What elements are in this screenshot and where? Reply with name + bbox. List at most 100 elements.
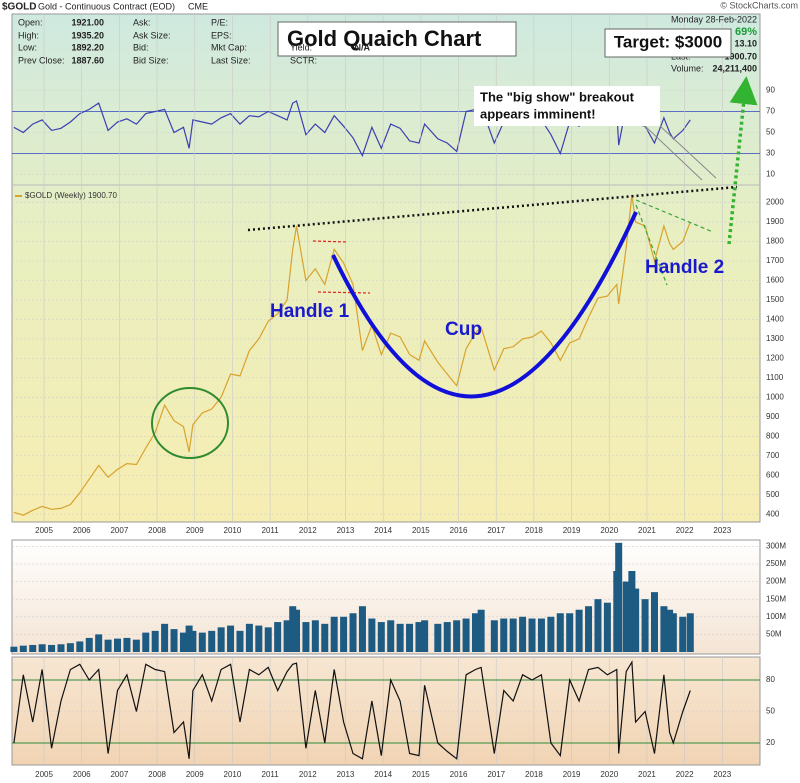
volume-bar <box>443 622 451 652</box>
callout-pointer <box>644 125 703 181</box>
handle-line <box>317 291 371 294</box>
x-tick-label: 2019 <box>563 526 581 535</box>
x-tick-label: 2008 <box>148 526 166 535</box>
x-tick-label: 2006 <box>73 526 91 535</box>
y-tick-label: 1500 <box>766 295 784 304</box>
x-tick-label: 2016 <box>450 526 468 535</box>
y-tick-label: 90 <box>766 86 775 95</box>
quote-label: SCTR: <box>290 55 317 65</box>
volume-bar <box>628 570 636 652</box>
volume-bar <box>585 606 593 652</box>
volume-bar <box>185 625 193 652</box>
volume-bar <box>19 645 27 652</box>
volume-bar <box>666 609 674 652</box>
y-tick-label: 20 <box>766 738 775 747</box>
quote-label: Mkt Cap: <box>211 42 247 52</box>
y-tick-label: 10 <box>766 170 775 179</box>
annotation: Handle 1 <box>270 301 350 322</box>
y-tick-label: 1800 <box>766 237 784 246</box>
volume-bar <box>198 632 206 652</box>
volume-bar <box>255 625 263 652</box>
y-tick-label: 1200 <box>766 354 784 363</box>
volume-bar <box>217 627 225 652</box>
x-tick-label: 2022 <box>676 526 694 535</box>
y-tick-label: 800 <box>766 431 780 440</box>
volume-bar <box>594 599 602 652</box>
volume-bar <box>330 616 338 652</box>
volume-bar <box>48 644 56 652</box>
chart-title: Gold Quaich Chart <box>287 26 482 51</box>
target-arrow <box>727 76 758 245</box>
volume-bar <box>421 620 429 652</box>
volume-bar <box>311 620 319 652</box>
volume-bar <box>509 618 517 652</box>
y-tick-label: 100M <box>766 612 786 621</box>
target-box <box>604 28 732 58</box>
x-tick-label: 2013 <box>337 770 355 779</box>
quote-label: Bid Size: <box>133 55 169 65</box>
quote-label: P/E: <box>211 17 228 27</box>
volume-bar <box>189 630 197 652</box>
volume-bar <box>615 542 623 652</box>
volume-bar <box>274 622 282 652</box>
symbol: $GOLD <box>2 2 36 13</box>
y-tick-label: 400 <box>766 509 780 518</box>
volume-bar <box>76 641 84 652</box>
volume-bar <box>679 616 687 652</box>
callout-box <box>474 86 660 126</box>
quote-label: Prev Close: <box>18 55 65 65</box>
x-tick-label: 2023 <box>713 770 731 779</box>
quote-label: Ask Size: <box>133 30 171 40</box>
volume-bar <box>471 613 479 652</box>
volume-bar <box>490 620 498 652</box>
y-tick-label: 50 <box>766 707 775 716</box>
volume-bar <box>10 646 18 652</box>
volume-bar <box>85 637 93 652</box>
copyright: © StockCharts.com <box>720 0 798 10</box>
volume-bar <box>245 623 253 652</box>
volume-bar <box>500 618 508 652</box>
volume-bar <box>686 613 694 652</box>
x-tick-label: 2012 <box>299 526 317 535</box>
volume-bar <box>227 625 235 652</box>
volume-bar <box>151 630 159 652</box>
volume-bar <box>358 606 366 652</box>
date: Monday 28-Feb-2022 <box>671 14 757 24</box>
volume-bar <box>603 602 611 652</box>
volume-bar <box>161 623 169 652</box>
y-tick-label: 1900 <box>766 217 784 226</box>
volume-bar <box>66 643 74 652</box>
volume-bar <box>669 613 677 652</box>
volume-bar <box>283 620 291 652</box>
x-tick-label: 2021 <box>638 770 656 779</box>
quote-label: High: <box>18 30 39 40</box>
volume-bar <box>29 644 37 652</box>
x-tick-label: 2014 <box>374 526 392 535</box>
exchange: CME <box>188 1 208 11</box>
handle-line <box>312 240 349 243</box>
volume-bar <box>434 623 442 652</box>
volume-value: 24,211,400 <box>712 63 757 73</box>
volume-bar <box>321 623 329 652</box>
volume-bar <box>289 606 297 652</box>
x-tick-label: 2005 <box>35 770 53 779</box>
y-tick-label: 250M <box>766 559 786 568</box>
volume-bar <box>622 581 630 652</box>
annotation: Target: $3000 <box>614 32 722 51</box>
x-tick-label: 2011 <box>262 526 280 535</box>
x-tick-label: 2009 <box>186 770 204 779</box>
volume-bar <box>575 609 583 652</box>
quote-label: Open: <box>18 17 43 27</box>
volume-bar <box>264 627 272 652</box>
volume-bar <box>179 632 187 652</box>
volume-bar <box>415 622 423 652</box>
volume-bar <box>537 618 545 652</box>
x-tick-label: 2007 <box>110 526 128 535</box>
volume-bar <box>104 639 112 652</box>
x-tick-label: 2023 <box>713 526 731 535</box>
volume-bar <box>396 623 404 652</box>
volume-bar <box>377 622 385 652</box>
quote-value: 1935.20 <box>71 30 104 40</box>
volume-bar <box>387 620 395 652</box>
annotation: Handle 2 <box>645 257 724 278</box>
